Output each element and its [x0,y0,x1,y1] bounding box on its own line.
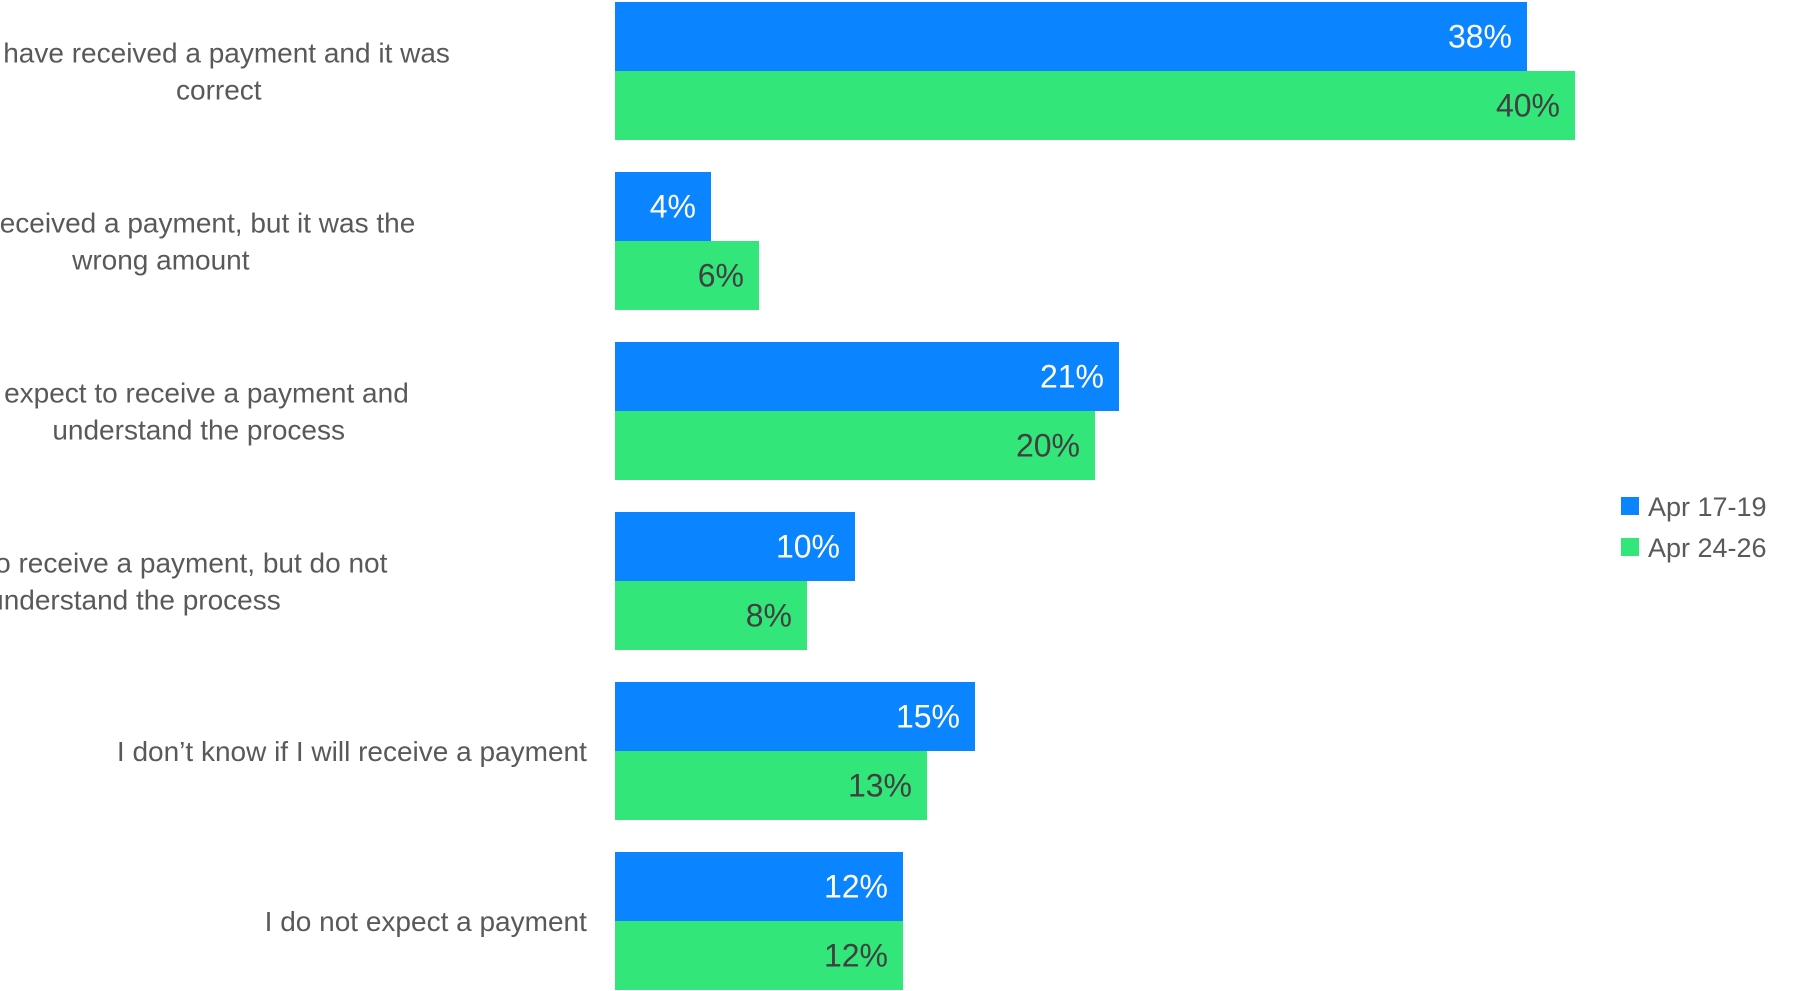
bar-apr-17-19 [615,852,903,921]
category-label: I expect to receive a payment and underst… [0,378,409,446]
legend: Apr 17-19 Apr 24-26 [1621,492,1767,563]
category-label-line: correct [176,75,262,106]
data-label: 4% [650,189,696,225]
bar-apr-24-26 [615,921,903,990]
data-label: 6% [698,258,744,294]
bar-apr-24-26 [615,241,759,310]
bar-apr-17-19 [615,172,711,241]
bar-apr-17-19 [615,512,855,581]
category-label-line: wrong amount [71,245,250,276]
bars-group [615,2,1575,990]
category-label-line: understand the process [0,585,281,616]
category-label-line: I don’t know if I will receive a payment [117,736,587,767]
bar-apr-17-19 [615,682,975,751]
data-label: 13% [848,768,912,804]
legend-label: Apr 17-19 [1648,492,1767,522]
data-label: 10% [776,529,840,565]
category-label: I don’t know if I will receive a payment [117,736,587,767]
bar-apr-17-19 [615,342,1119,411]
category-label-line: I expect to receive a payment, but do no… [0,548,388,579]
bar-apr-24-26 [615,71,1575,140]
category-label-line: I have received a payment and it was [0,38,450,69]
data-label: 12% [824,869,888,905]
category-label: I do not expect a payment [265,906,587,937]
category-label-line: I expect to receive a payment and [0,378,409,409]
data-label: 20% [1016,428,1080,464]
category-labels: I have received a payment and it was corr… [0,38,587,938]
bar-apr-24-26 [615,581,807,650]
category-label-line: I have received a payment, but it was th… [0,208,415,239]
bar-apr-17-19 [615,2,1527,71]
category-label-line: I do not expect a payment [265,906,587,937]
bar-apr-24-26 [615,751,927,820]
data-label: 38% [1448,19,1512,55]
legend-label: Apr 24-26 [1648,533,1767,563]
data-label: 21% [1040,359,1104,395]
data-label: 8% [746,598,792,634]
value-labels: 38% 4% 21% 10% 15% 12% 40% 6% 20% 8% 13% 12% [650,19,1560,974]
legend-swatch [1621,497,1639,515]
data-label: 40% [1496,88,1560,124]
category-label: I expect to receive a payment, but do no… [0,548,388,616]
bar-apr-24-26 [615,411,1095,480]
category-label: I have received a payment, but it was th… [0,208,415,276]
data-label: 12% [824,938,888,974]
legend-swatch [1621,538,1639,556]
data-label: 15% [896,699,960,735]
category-label-line: understand the process [52,415,345,446]
category-label: I have received a payment and it was corr… [0,38,450,106]
